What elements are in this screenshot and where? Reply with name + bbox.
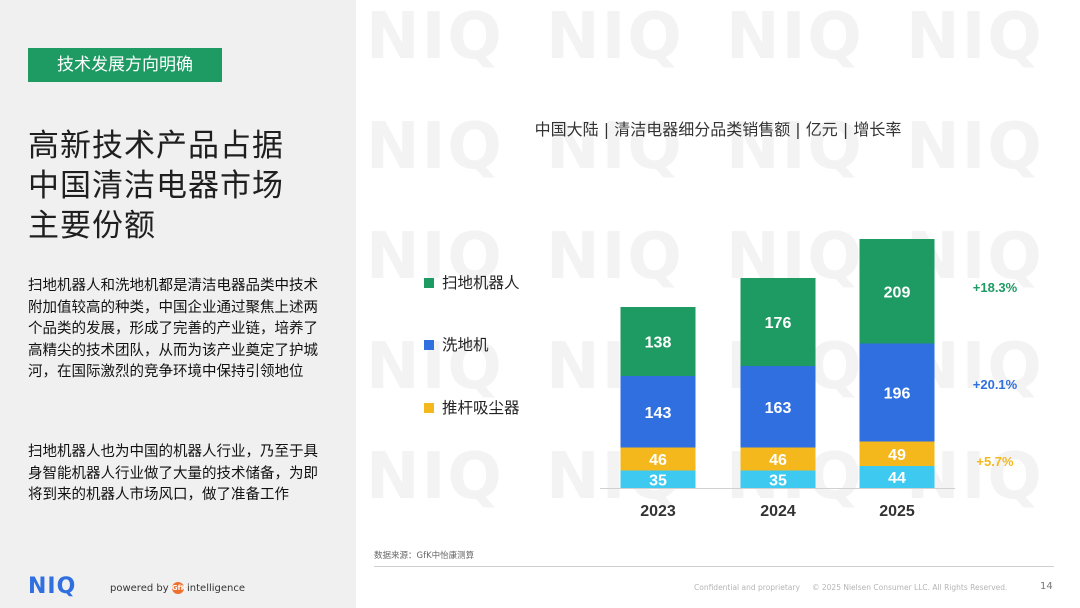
body-paragraph-1: 扫地机器人和洗地机都是清洁电器品类中技术附加值较高的种类，中国企业通过聚焦上述两… — [28, 278, 318, 380]
legend-label: 扫地机器人 — [442, 274, 520, 292]
powered-suffix: intelligence — [187, 583, 246, 594]
data-label-vacuum-2025: 49 — [888, 447, 906, 464]
data-label-robot-2023: 138 — [645, 335, 672, 352]
data-source: 数据来源：GfK中怡康测算 — [374, 551, 475, 561]
bar-segment-washer-2025 — [859, 343, 935, 442]
data-label-vacuum-2023: 46 — [649, 452, 667, 469]
bar-segment-vacuum-2025 — [859, 441, 935, 466]
gfk-logo-icon: GfK — [171, 582, 187, 594]
bar-segment-other-2023 — [620, 470, 696, 488]
growth-rate-robot: +18.3% — [973, 280, 1018, 295]
confidential-note: Confidential and proprietary — [694, 583, 800, 592]
bar-segment-other-2024 — [740, 470, 816, 488]
growth-rate-washer: +20.1% — [973, 377, 1018, 392]
legend-item-vacuum: 推杆吸尘器 — [424, 396, 520, 418]
title-line: 高新技术产品占据 — [28, 128, 284, 164]
bar-segment-vacuum-2023 — [620, 447, 696, 471]
chart-title: 中国大陆 | 清洁电器细分品类销售额 | 亿元 | 增长率 — [534, 120, 902, 139]
data-label-washer-2025: 196 — [884, 386, 911, 403]
data-label-other-2024: 35 — [769, 472, 787, 489]
data-label-robot-2025: 209 — [884, 284, 911, 301]
legend-label: 洗地机 — [442, 336, 489, 354]
data-label-vacuum-2024: 46 — [769, 452, 787, 469]
growth-rate-vacuum: +5.7% — [976, 454, 1014, 469]
title-line: 主要份额 — [28, 208, 156, 244]
bar-segment-washer-2024 — [740, 366, 816, 448]
section-tag: 技术发展方向明确 — [28, 48, 222, 82]
bar-segment-vacuum-2024 — [740, 447, 816, 471]
data-label-washer-2024: 163 — [765, 400, 792, 417]
bar-segment-robot-2025 — [859, 239, 935, 344]
bar-segment-robot-2024 — [740, 278, 816, 366]
x-tick-label: 2025 — [879, 503, 915, 520]
powered-by: powered by GfK intelligence — [110, 582, 245, 594]
footer-divider — [374, 566, 1054, 567]
page-title: 高新技术产品占据 中国清洁电器市场 主要份额 — [28, 126, 338, 246]
data-label-other-2025: 44 — [888, 470, 906, 487]
legend-swatch — [424, 339, 434, 350]
legend-swatch — [424, 277, 434, 288]
legend-swatch — [424, 402, 434, 413]
bar-segment-robot-2023 — [620, 307, 696, 376]
legend-item-robot: 扫地机器人 — [424, 271, 520, 293]
niq-logo: NIQ — [28, 574, 77, 599]
x-tick-label: 2023 — [640, 503, 676, 520]
bar-segment-washer-2023 — [620, 376, 696, 448]
legend-label: 推杆吸尘器 — [442, 399, 520, 417]
left-panel: 技术发展方向明确 高新技术产品占据 中国清洁电器市场 主要份额 扫地机器人和洗地… — [0, 0, 356, 608]
data-label-robot-2024: 176 — [765, 315, 792, 332]
x-tick-label: 2024 — [760, 503, 796, 520]
legend-item-washer: 洗地机 — [424, 333, 489, 355]
title-line: 中国清洁电器市场 — [28, 168, 284, 204]
powered-prefix: powered by — [110, 583, 169, 594]
data-label-washer-2023: 143 — [645, 405, 672, 422]
bar-segment-other-2025 — [859, 466, 935, 488]
copyright-note: © 2025 Nielsen Consumer LLC. All Rights … — [812, 583, 1008, 592]
body-paragraph-2: 扫地机器人也为中国的机器人行业，乃至于具身智能机器人行业做了大量的技术储备，为即… — [28, 444, 318, 503]
data-label-other-2023: 35 — [649, 472, 667, 489]
page-number: 14 — [1040, 581, 1053, 592]
